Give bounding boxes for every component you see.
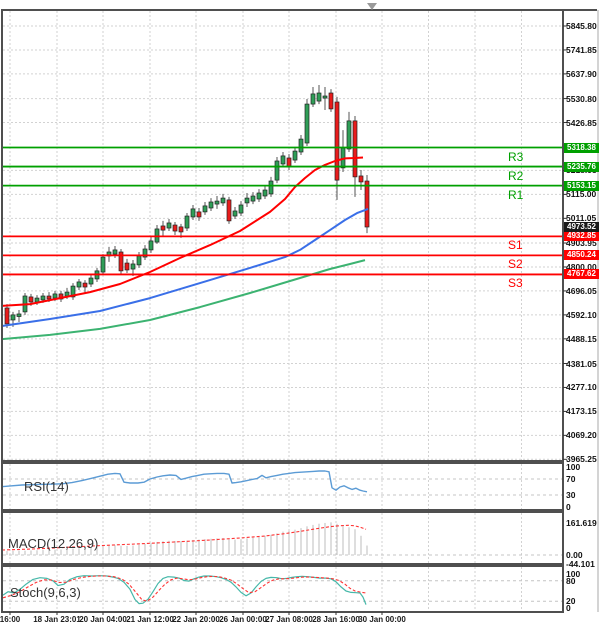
rsi-axis-label: 70 bbox=[566, 474, 576, 484]
time-axis-label: 20 Jan 04:00 bbox=[79, 615, 127, 624]
level-label-r3: R3 bbox=[508, 150, 524, 164]
stoch-axis-label: 0 bbox=[566, 603, 571, 613]
price-axis-label: 4381.05 bbox=[566, 359, 597, 369]
price-axis-label: 5637.90 bbox=[566, 69, 597, 79]
macd-chart-area[interactable] bbox=[3, 513, 562, 563]
price-badge-s2: 4850.24 bbox=[564, 250, 599, 260]
price-axis-label: 5426.85 bbox=[566, 118, 597, 128]
stoch-axis-label: 80 bbox=[566, 576, 576, 586]
time-axis-label: 28 Jan 16:00 bbox=[312, 615, 360, 624]
macd-axis-label: -44.101 bbox=[566, 559, 595, 569]
price-axis-label: 5011.05 bbox=[566, 213, 597, 223]
rsi-axis-label: 30 bbox=[566, 490, 576, 500]
price-axis-label: 5845.80 bbox=[566, 21, 597, 31]
price-axis-label: 4277.10 bbox=[566, 382, 597, 392]
time-axis-label: 18 Jan 23:01 bbox=[33, 615, 81, 624]
price-axis-label: 4069.20 bbox=[566, 430, 597, 440]
macd-axis-label: 0.00 bbox=[566, 550, 583, 560]
stoch-panel-title: Stoch(9,6,3) bbox=[10, 585, 81, 600]
rsi-panel-title: RSI(14) bbox=[24, 479, 69, 494]
time-axis-label: 22 Jan 20:00 bbox=[172, 615, 220, 624]
price-axis-label: 4903.95 bbox=[566, 238, 597, 248]
rsi-axis-label: 100 bbox=[566, 462, 581, 472]
time-axis-label: 30 Jan 00:00 bbox=[358, 615, 406, 624]
price-axis-label: 5115.00 bbox=[566, 189, 597, 199]
price-badge-s3: 4767.62 bbox=[564, 269, 599, 279]
time-axis-label: 16:00 bbox=[0, 615, 21, 624]
macd-axis-label: 161.619 bbox=[566, 518, 597, 528]
price-badge-s1: 4932.85 bbox=[564, 231, 599, 241]
time-axis-label: 21 Jan 12:00 bbox=[126, 615, 174, 624]
price-axis-label: 4592.10 bbox=[566, 310, 597, 320]
price-axis-label: 5741.85 bbox=[566, 45, 597, 55]
price-axis-label: 4696.05 bbox=[566, 286, 597, 296]
rsi-axis-label: 0 bbox=[566, 502, 571, 512]
stoch-chart-area[interactable] bbox=[3, 567, 562, 611]
price-axis-label: 4173.15 bbox=[566, 406, 597, 416]
macd-panel-title: MACD(12,26,9) bbox=[8, 536, 99, 551]
main-chart-area[interactable] bbox=[3, 11, 562, 460]
price-axis-label: 5530.80 bbox=[566, 94, 597, 104]
time-axis-label: 27 Jan 08:00 bbox=[265, 615, 313, 624]
level-label-r1: R1 bbox=[508, 188, 524, 202]
price-badge-r3: 5318.38 bbox=[564, 143, 599, 153]
stoch-axis-label: 100 bbox=[566, 569, 581, 579]
price-axis-label: 3965.25 bbox=[566, 454, 597, 464]
price-axis[interactable] bbox=[564, 11, 600, 612]
price-axis-label: 4800.00 bbox=[566, 262, 597, 272]
level-label-s3: S3 bbox=[508, 276, 523, 290]
price-badge-r1: 5153.15 bbox=[564, 181, 599, 191]
price-axis-label: 4488.15 bbox=[566, 334, 597, 344]
level-label-s2: S2 bbox=[508, 257, 523, 271]
stoch-axis-label: 20 bbox=[566, 596, 576, 606]
price-badge-r2: 5235.76 bbox=[564, 162, 599, 172]
current-price-badge: 4973.52 bbox=[564, 222, 599, 232]
level-label-r2: R2 bbox=[508, 169, 524, 183]
level-label-s1: S1 bbox=[508, 238, 523, 252]
scroll-to-end-marker-icon[interactable] bbox=[367, 3, 377, 10]
rsi-chart-area[interactable] bbox=[3, 464, 562, 509]
time-axis-label: 26 Jan 00:00 bbox=[219, 615, 267, 624]
